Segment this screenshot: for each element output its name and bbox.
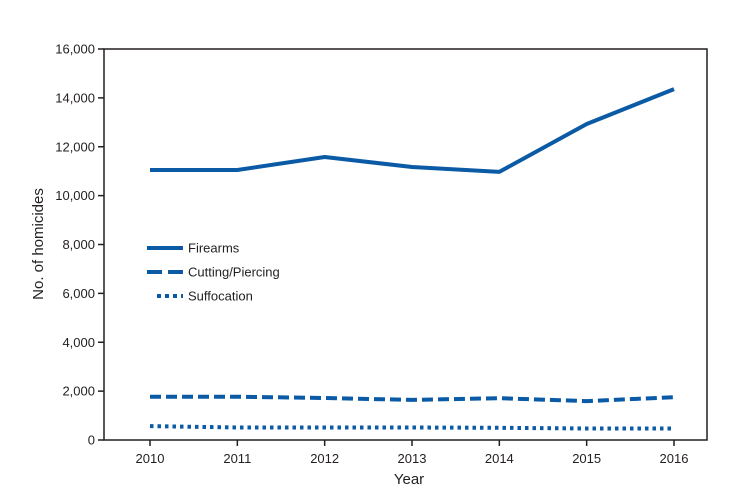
series-line-cutting-piercing — [150, 394, 675, 404]
y-tick-label: 2,000 — [62, 384, 95, 399]
y-axis-title: No. of homicides — [30, 188, 47, 300]
y-tick-label: 4,000 — [62, 335, 95, 350]
y-tick-label: 10,000 — [55, 188, 95, 203]
y-axis: 0 2,000 4,000 6,000 8,000 10,000 12,000 14,000 1… — [55, 42, 104, 448]
x-tick-label: 2012 — [310, 451, 339, 466]
legend-label-cutting-piercing: Cutting/Piercing — [188, 265, 280, 280]
y-tick-label: 12,000 — [55, 139, 95, 154]
x-axis: 2010 2011 2012 2013 2014 2015 2016 — [136, 440, 689, 466]
legend: Firearms Cutting/Piercing Suffocation — [147, 241, 280, 304]
legend-label-suffocation: Suffocation — [188, 289, 253, 304]
y-tick-label: 8,000 — [62, 237, 95, 252]
series-line-firearms — [150, 87, 675, 174]
x-tick-label: 2010 — [136, 451, 165, 466]
y-tick-label: 6,000 — [62, 286, 95, 301]
legend-label-firearms: Firearms — [188, 241, 240, 256]
series-layer — [149, 87, 675, 431]
x-tick-label: 2015 — [572, 451, 601, 466]
y-tick-label: 16,000 — [55, 42, 95, 57]
x-tick-label: 2013 — [398, 451, 427, 466]
x-axis-title: Year — [394, 471, 424, 488]
y-tick-label: 0 — [88, 433, 95, 448]
x-tick-label: 2011 — [223, 451, 251, 466]
series-line-suffocation — [149, 424, 674, 431]
x-tick-label: 2014 — [485, 451, 514, 466]
x-tick-label: 2016 — [660, 451, 689, 466]
y-tick-label: 14,000 — [55, 90, 95, 105]
